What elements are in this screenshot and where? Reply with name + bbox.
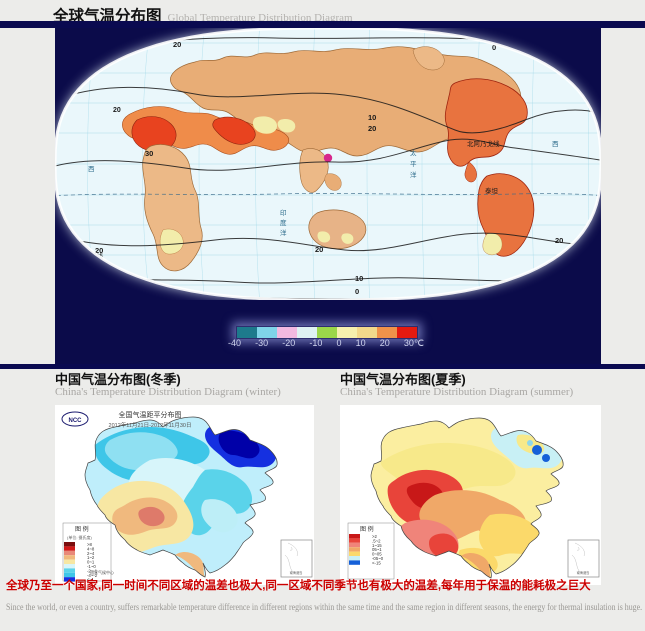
svg-text:洋: 洋 bbox=[410, 170, 417, 179]
svg-text:20: 20 bbox=[368, 124, 376, 133]
svg-text:0: 0 bbox=[355, 287, 359, 296]
svg-text:图 例: 图 例 bbox=[360, 525, 374, 533]
svg-text:10: 10 bbox=[368, 113, 376, 122]
svg-text:北阿乃戈线: 北阿乃戈线 bbox=[467, 139, 500, 148]
svg-text:泰坦: 泰坦 bbox=[485, 186, 499, 195]
svg-text:20: 20 bbox=[555, 236, 563, 245]
svg-text:10: 10 bbox=[555, 274, 563, 283]
svg-text:洋: 洋 bbox=[280, 228, 287, 237]
svg-text:平: 平 bbox=[410, 160, 417, 168]
svg-text:<-15: <-15 bbox=[372, 560, 381, 565]
svg-text:国家气候中心: 国家气候中心 bbox=[90, 569, 114, 575]
svg-text:20: 20 bbox=[555, 61, 563, 70]
svg-text:10: 10 bbox=[550, 48, 558, 57]
svg-text:NCC: NCC bbox=[69, 418, 83, 424]
svg-text:度: 度 bbox=[280, 218, 287, 227]
svg-text:太: 太 bbox=[410, 148, 417, 157]
svg-text:30: 30 bbox=[145, 149, 153, 158]
svg-text:20: 20 bbox=[113, 107, 121, 114]
svg-text:南海诸岛: 南海诸岛 bbox=[577, 570, 590, 575]
svg-text:图 例: 图 例 bbox=[75, 525, 89, 533]
svg-text:西: 西 bbox=[552, 140, 559, 148]
svg-text:(单位: 摄氏度): (单位: 摄氏度) bbox=[67, 534, 93, 540]
svg-text:2012年11月21日-2012年11月30日: 2012年11月21日-2012年11月30日 bbox=[109, 421, 192, 429]
svg-text:西: 西 bbox=[88, 165, 95, 173]
svg-text:10: 10 bbox=[355, 274, 363, 283]
svg-text:20: 20 bbox=[315, 245, 323, 254]
svg-text:南海诸岛: 南海诸岛 bbox=[290, 570, 303, 575]
svg-text:印: 印 bbox=[280, 209, 287, 217]
svg-text:全国气温距平分布图: 全国气温距平分布图 bbox=[119, 410, 182, 419]
